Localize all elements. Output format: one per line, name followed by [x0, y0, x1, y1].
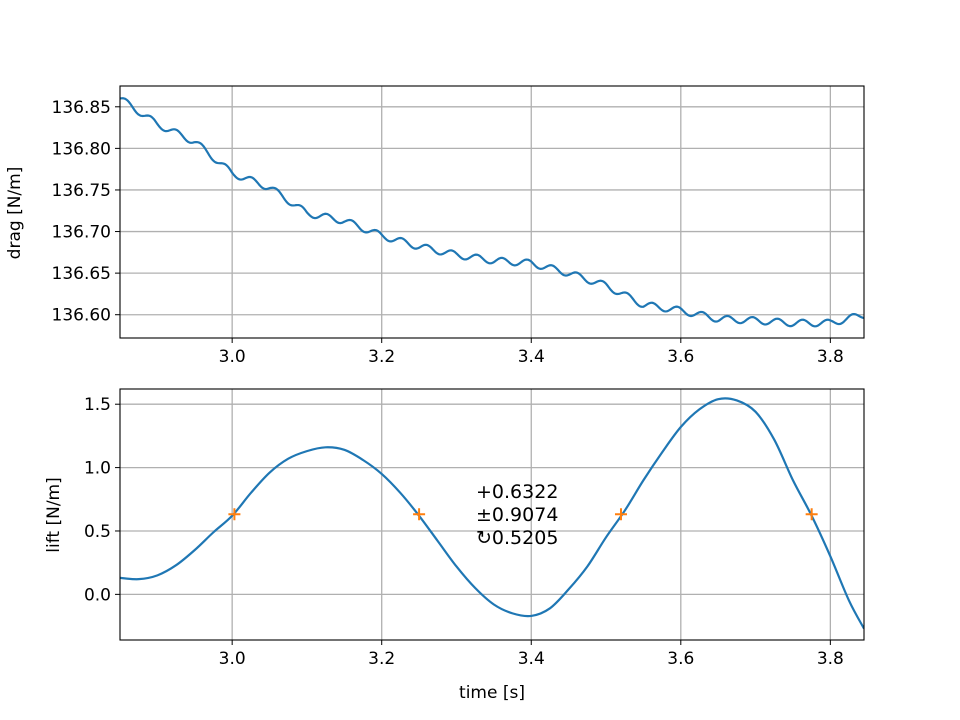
drag-plot-area	[120, 97, 864, 328]
drag-x-ticks: 3.0 3.2 3.4 3.6 3.8	[219, 338, 844, 367]
lift-plot-area	[120, 397, 864, 630]
lift-series-line	[120, 397, 864, 630]
lift-y-axis-label: lift [N/m]	[44, 477, 64, 552]
drag-x-tick-label: 3.2	[368, 347, 395, 367]
lift-annotation-period: ↻0.5205	[476, 527, 558, 549]
drag-grid	[120, 86, 864, 338]
lift-y-tick-label: 0.0	[84, 585, 111, 605]
lift-plus-marker	[228, 508, 241, 521]
lift-plus-marker	[805, 508, 818, 521]
lift-subplot: 3.0 3.2 3.4 3.6 3.8 0.00.51.01.5 lift [N/m] …	[44, 388, 865, 703]
lift-markers	[228, 508, 818, 521]
drag-x-tick-label: 3.8	[817, 347, 844, 367]
drag-y-ticks: 136.60 136.65 136.70 136.75 136.80 136.85	[52, 98, 120, 326]
lift-annotation-amplitude: ±0.9074	[476, 504, 558, 526]
lift-x-tick-label: 3.8	[817, 649, 844, 669]
lift-x-tick-label: 3.6	[667, 649, 694, 669]
lift-grid	[120, 389, 864, 640]
lift-y-ticks: 0.0 0.5 1.0 1.5	[84, 395, 120, 605]
drag-y-tick-label: 136.85	[52, 98, 111, 118]
drag-x-tick-label: 3.4	[518, 347, 545, 367]
lift-plus-marker	[614, 508, 627, 521]
lift-x-axis-label: time [s]	[459, 683, 525, 703]
drag-axes-frame	[119, 85, 865, 339]
drag-x-tick-label: 3.6	[667, 347, 694, 367]
drag-y-tick-label: 136.80	[52, 139, 111, 159]
drag-y-tick-label: 136.75	[52, 181, 111, 201]
drag-x-tick-label: 3.0	[219, 347, 246, 367]
drag-y-tick-label: 136.60	[52, 306, 111, 326]
lift-x-tick-label: 3.2	[368, 649, 395, 669]
drag-y-tick-label: 136.65	[52, 264, 111, 284]
lift-y-tick-label: 1.0	[84, 459, 111, 479]
lift-x-tick-label: 3.4	[518, 649, 545, 669]
drag-series-line	[120, 97, 864, 328]
lift-annotation-mean: +0.6322	[476, 481, 558, 503]
lift-axes-frame	[119, 388, 865, 641]
drag-y-tick-label: 136.70	[52, 223, 111, 243]
drag-subplot: 3.0 3.2 3.4 3.6 3.8 136.60 136.65 136.70 136.75…	[5, 85, 865, 367]
lift-x-tick-label: 3.0	[219, 649, 246, 669]
lift-y-tick-label: 1.5	[84, 395, 111, 415]
drag-y-axis-label: drag [N/m]	[5, 167, 25, 260]
lift-y-tick-label: 0.5	[84, 522, 111, 542]
lift-x-ticks: 3.0 3.2 3.4 3.6 3.8	[219, 640, 844, 669]
lift-plus-marker	[413, 508, 426, 521]
